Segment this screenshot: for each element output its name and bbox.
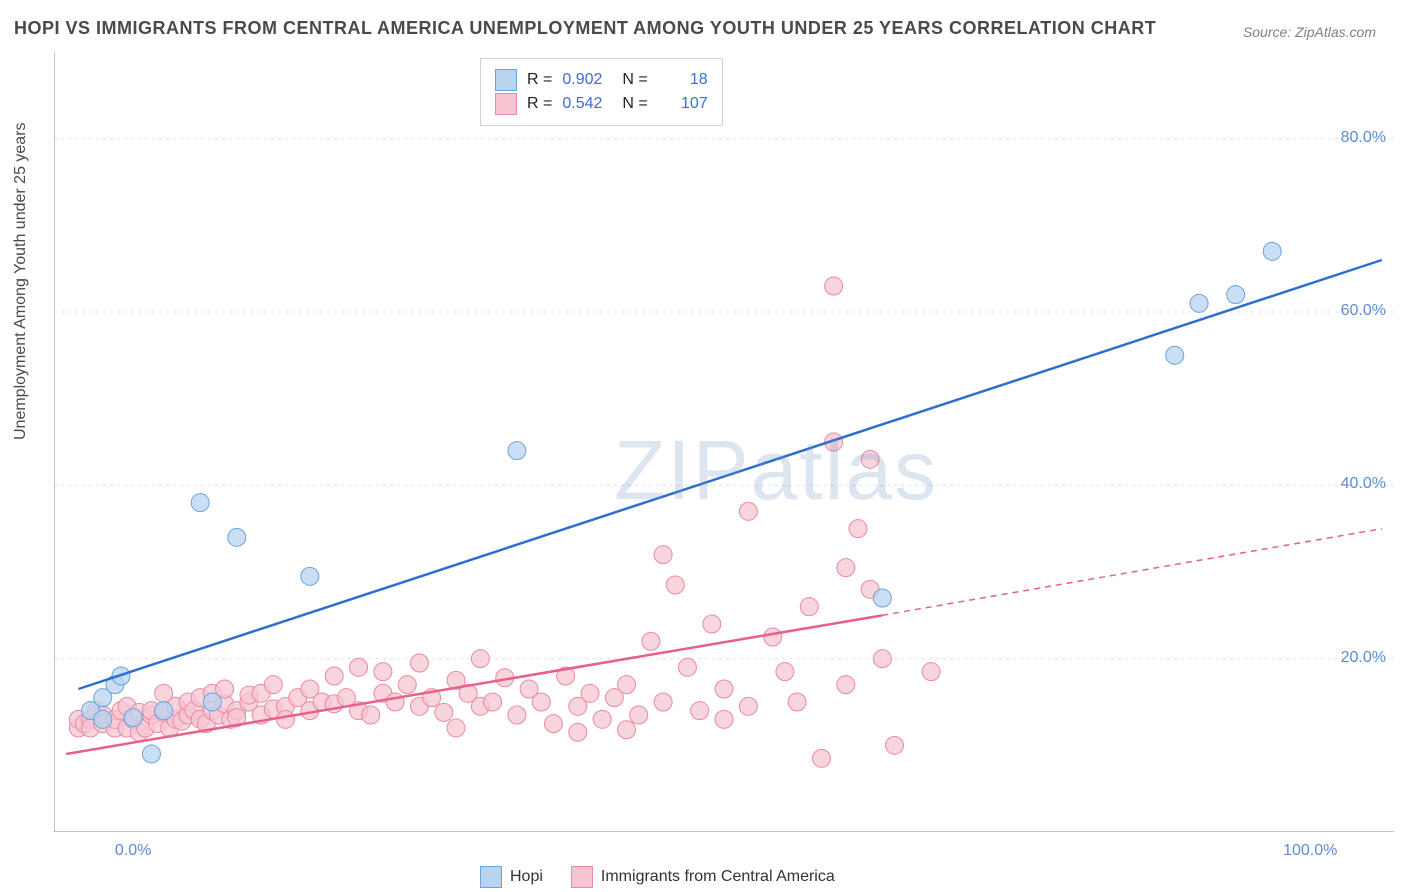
legend-row-hopi: R = 0.902 N = 18: [495, 69, 708, 91]
r-value-hopi: 0.902: [562, 71, 612, 89]
r-value-immigrants: 0.542: [562, 95, 612, 113]
r-label: R =: [527, 71, 552, 89]
legend-label: Hopi: [510, 868, 543, 886]
legend-item-hopi[interactable]: Hopi: [480, 866, 543, 888]
legend-item-immigrants[interactable]: Immigrants from Central America: [571, 866, 835, 888]
chart-svg: [54, 52, 1394, 832]
legend-label: Immigrants from Central America: [601, 868, 835, 886]
n-label: N =: [622, 95, 647, 113]
legend-swatch-icon: [480, 866, 502, 888]
legend-row-immigrants: R = 0.542 N = 107: [495, 93, 708, 115]
y-tick-label: 60.0%: [1341, 302, 1386, 320]
x-tick-label: 0.0%: [115, 842, 151, 860]
n-label: N =: [622, 71, 647, 89]
n-value-immigrants: 107: [658, 95, 708, 113]
chart-container: HOPI VS IMMIGRANTS FROM CENTRAL AMERICA …: [0, 0, 1406, 892]
legend-swatch-icon: [571, 866, 593, 888]
n-value-hopi: 18: [658, 71, 708, 89]
y-axis-label: Unemployment Among Youth under 25 years: [12, 122, 30, 440]
legend-series: Hopi Immigrants from Central America: [480, 866, 835, 888]
legend-correlation: R = 0.902 N = 18 R = 0.542 N = 107: [480, 58, 723, 126]
y-tick-label: 20.0%: [1341, 649, 1386, 667]
x-tick-label: 100.0%: [1283, 842, 1337, 860]
y-tick-label: 80.0%: [1341, 129, 1386, 147]
plot-area: ZIPatlas 20.0%40.0%60.0%80.0%0.0%100.0%: [54, 52, 1394, 832]
source-attribution: Source: ZipAtlas.com: [1243, 24, 1376, 40]
y-tick-label: 40.0%: [1341, 475, 1386, 493]
source-link[interactable]: ZipAtlas.com: [1295, 24, 1376, 40]
chart-title: HOPI VS IMMIGRANTS FROM CENTRAL AMERICA …: [14, 18, 1156, 39]
r-label: R =: [527, 95, 552, 113]
source-prefix: Source:: [1243, 24, 1295, 40]
legend-swatch-hopi: [495, 69, 517, 91]
legend-swatch-immigrants: [495, 93, 517, 115]
